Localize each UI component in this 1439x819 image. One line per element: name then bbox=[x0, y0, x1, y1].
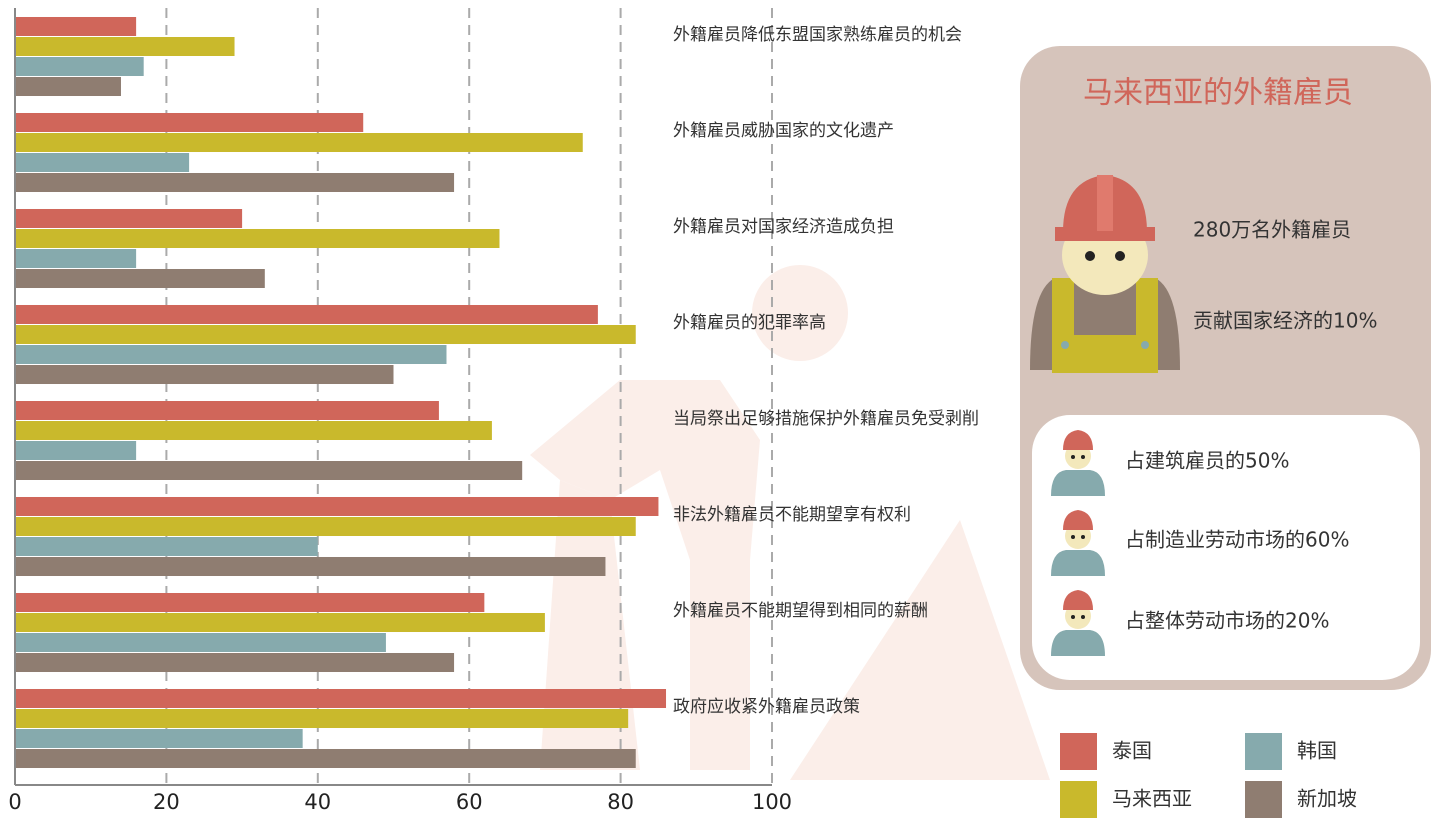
bar bbox=[15, 269, 265, 288]
legend-label: 新加坡 bbox=[1297, 787, 1357, 811]
infographic: 马来西亚的外籍雇员 280万名外籍雇员 贡献国家经济的10% 占建筑雇员的50%… bbox=[0, 0, 1439, 819]
x-tick-label: 60 bbox=[456, 790, 483, 814]
bar bbox=[15, 709, 628, 728]
category-label: 外籍雇员的犯罪率高 bbox=[673, 313, 826, 333]
bar bbox=[15, 613, 545, 632]
icon-body bbox=[1051, 470, 1105, 496]
category-label: 外籍雇员降低东盟国家熟练雇员的机会 bbox=[673, 24, 962, 45]
bar bbox=[15, 173, 454, 192]
bar bbox=[15, 653, 454, 672]
x-tick-label: 20 bbox=[153, 790, 180, 814]
bar bbox=[15, 441, 136, 460]
icon-eye bbox=[1071, 455, 1075, 459]
bar bbox=[15, 325, 636, 344]
bar bbox=[15, 113, 363, 132]
icon-eye bbox=[1081, 615, 1085, 619]
legend-label: 马来西亚 bbox=[1112, 787, 1192, 811]
legend-label: 泰国 bbox=[1112, 739, 1152, 763]
bar bbox=[15, 229, 499, 248]
bar bbox=[15, 517, 636, 536]
bar bbox=[15, 537, 318, 556]
bar bbox=[15, 133, 583, 152]
legend-swatch bbox=[1060, 781, 1097, 818]
bar bbox=[15, 345, 446, 364]
bar bbox=[15, 305, 598, 324]
category-label: 政府应收紧外籍雇员政策 bbox=[673, 697, 860, 717]
bar bbox=[15, 249, 136, 268]
x-tick-label: 100 bbox=[752, 790, 792, 814]
bar bbox=[15, 37, 235, 56]
bar bbox=[15, 749, 636, 768]
bar bbox=[15, 689, 666, 708]
icon-body bbox=[1051, 550, 1105, 576]
legend-label: 韩国 bbox=[1297, 739, 1337, 763]
panel-title: 马来西亚的外籍雇员 bbox=[1083, 76, 1353, 111]
category-label: 外籍雇员对国家经济造成负担 bbox=[673, 217, 894, 237]
page: body { margin: 0; background: #fff; font… bbox=[0, 0, 1439, 819]
icon-eye bbox=[1081, 535, 1085, 539]
share: 占建筑雇员的50% bbox=[1125, 449, 1289, 473]
icon-eye bbox=[1081, 455, 1085, 459]
x-tick-label: 0 bbox=[8, 790, 21, 814]
category-label: 非法外籍雇员不能期望享有权利 bbox=[673, 505, 911, 525]
bar bbox=[15, 77, 121, 96]
bar bbox=[15, 153, 189, 172]
bar bbox=[15, 557, 605, 576]
bar bbox=[15, 365, 394, 384]
x-tick-label: 80 bbox=[607, 790, 634, 814]
category-label: 外籍雇员威胁国家的文化遗产 bbox=[673, 121, 894, 141]
bar bbox=[15, 497, 658, 516]
fact: 贡献国家经济的10% bbox=[1193, 309, 1377, 333]
bar bbox=[15, 209, 242, 228]
bar bbox=[15, 401, 439, 420]
icon-eye bbox=[1071, 615, 1075, 619]
fact: 280万名外籍雇员 bbox=[1193, 218, 1351, 242]
bar bbox=[15, 593, 484, 612]
bar bbox=[15, 57, 144, 76]
category-label: 当局祭出足够措施保护外籍雇员免受剥削 bbox=[673, 409, 979, 429]
legend-swatch bbox=[1245, 733, 1282, 770]
x-tick-label: 40 bbox=[304, 790, 331, 814]
bar bbox=[15, 729, 303, 748]
legend-swatch bbox=[1245, 781, 1282, 818]
icon-eye bbox=[1071, 535, 1075, 539]
bar bbox=[15, 461, 522, 480]
bar bbox=[15, 17, 136, 36]
page-body: {"chart_data": {"type": "bar", "orientat… bbox=[0, 0, 1439, 819]
icon-body bbox=[1051, 630, 1105, 656]
share: 占制造业劳动市场的60% bbox=[1125, 528, 1349, 552]
legend-swatch bbox=[1060, 733, 1097, 770]
category-label: 外籍雇员不能期望得到相同的薪酬 bbox=[673, 601, 928, 621]
bar bbox=[15, 421, 492, 440]
bar bbox=[15, 633, 386, 652]
share: 占整体劳动市场的20% bbox=[1125, 609, 1329, 633]
